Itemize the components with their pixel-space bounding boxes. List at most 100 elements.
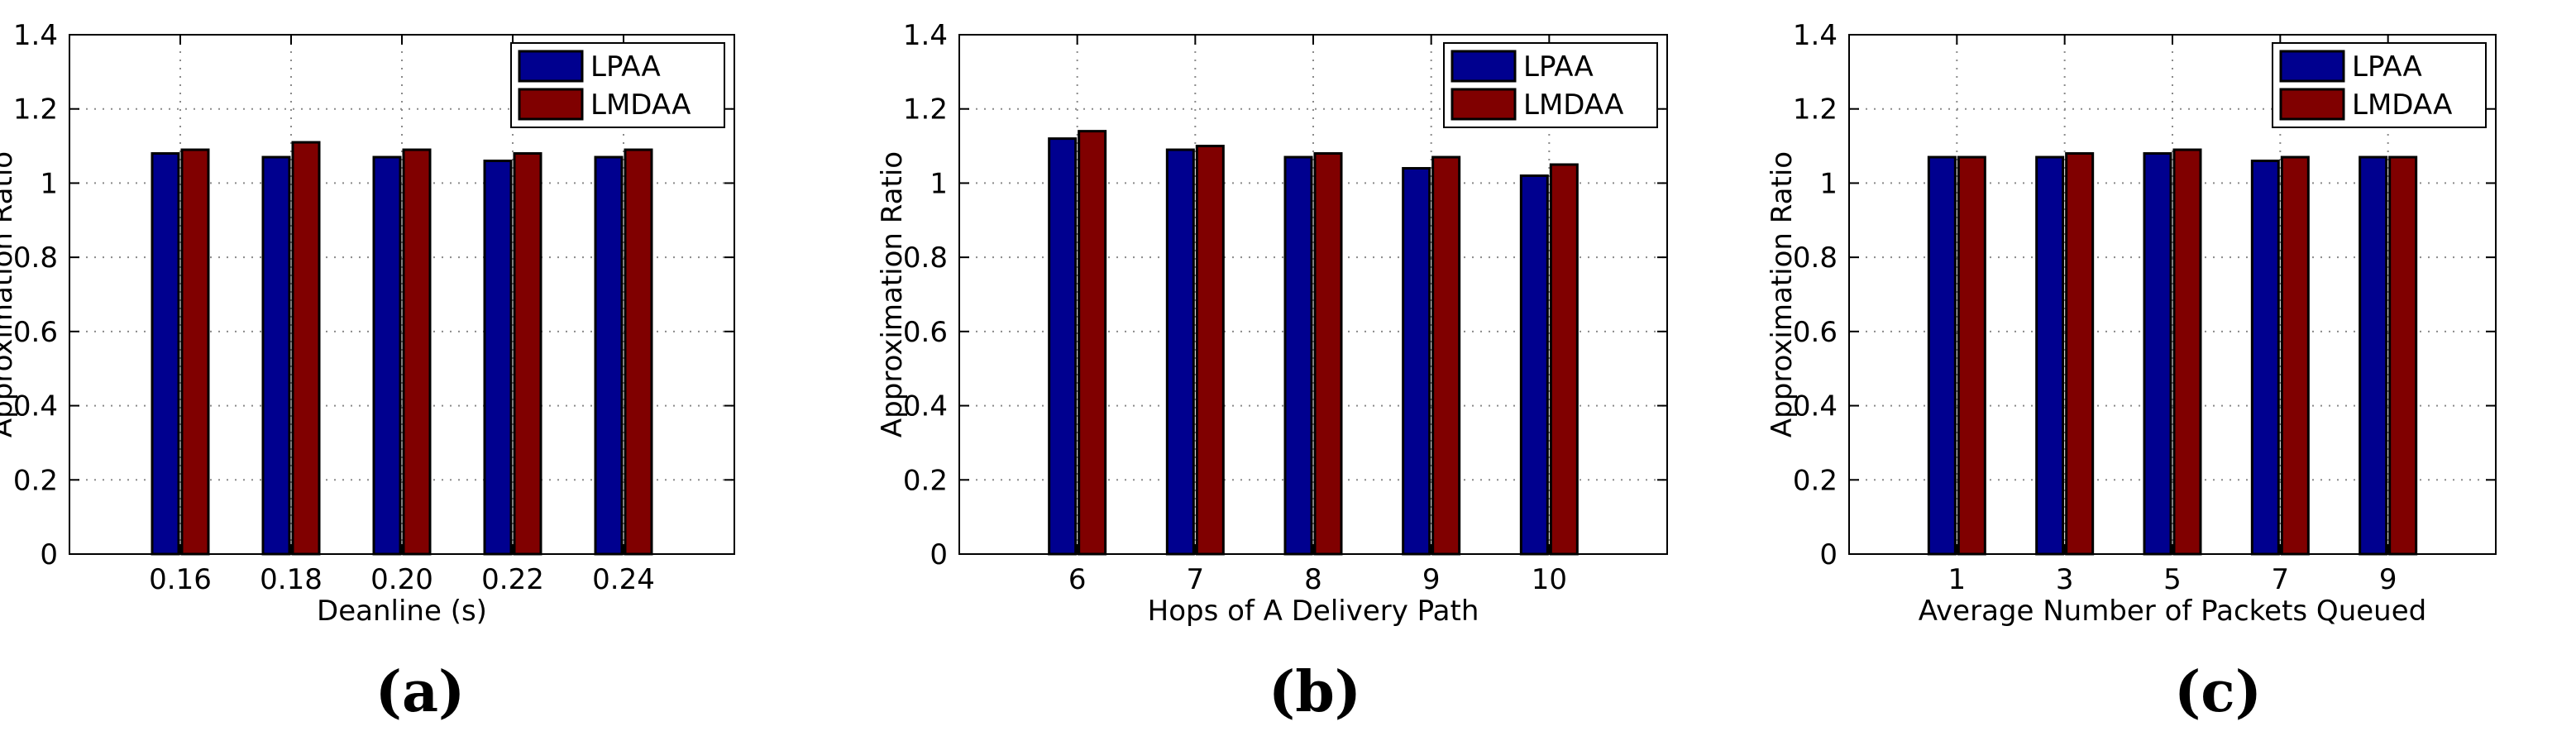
y-tick-label: 0.4 — [13, 390, 58, 423]
bar-lpaa-0.18 — [261, 155, 291, 556]
legend: LPAA LMDAA — [510, 42, 725, 128]
bar-lpaa-0.22 — [483, 160, 513, 556]
chart-panel-1: 0 0.2 0.4 0.6 0.8 1 1.2 1.4 0.16 0.18 0.20 0.22 0.24… — [0, 19, 735, 725]
y-tick-label: 0 — [930, 538, 948, 571]
x-tick-label: 3 — [2056, 563, 2074, 596]
bar-lpaa-5 — [2143, 152, 2172, 556]
y-tick-label: 1.2 — [1793, 93, 1838, 127]
y-tick-label: 1.4 — [1793, 19, 1838, 52]
chart-panel-2: 0 0.2 0.4 0.6 0.8 1 1.2 1.4 6 7 8 9 10 Hops of A Deli… — [876, 19, 1668, 725]
y-tick-label: 0.8 — [13, 241, 58, 275]
y-tick-label: 0.2 — [13, 464, 58, 497]
bar-lpaa-0.20 — [372, 155, 402, 556]
bar-lpaa-0.24 — [594, 155, 624, 556]
y-tick-label: 0.2 — [1793, 464, 1838, 497]
y-axis: 0 0.2 0.4 0.6 0.8 1 1.2 1.4 — [903, 19, 1667, 571]
bar-lmdaa-7 — [2280, 155, 2310, 556]
series-lpaa — [1048, 137, 1549, 556]
legend: LPAA LMDAA — [2272, 42, 2487, 128]
bar-lpaa-7 — [1165, 148, 1195, 556]
legend-swatch-lpaa — [2279, 50, 2345, 83]
bar-lpaa-6 — [1048, 137, 1078, 556]
y-tick-label: 0.6 — [1793, 316, 1838, 349]
bar-lmdaa-1 — [1957, 155, 1986, 556]
bar-lmdaa-0.18 — [291, 141, 321, 556]
x-tick-label: 0.24 — [592, 563, 655, 596]
bar-lmdaa-8 — [1313, 152, 1343, 556]
legend-label-lpaa: LPAA — [1523, 50, 1594, 84]
panel-label: (b) — [1269, 659, 1361, 725]
panel-label: (a) — [375, 659, 465, 725]
y-tick-label: 1 — [1819, 167, 1838, 200]
bar-lpaa-3 — [2035, 155, 2065, 556]
y-tick-label: 0 — [40, 538, 58, 571]
x-axis-label: Deanline (s) — [317, 595, 487, 628]
legend-label-lmdaa: LMDAA — [2352, 88, 2452, 122]
x-tick-label: 0.20 — [370, 563, 433, 596]
x-tick-label: 6 — [1068, 563, 1087, 596]
y-axis: 0 0.2 0.4 0.6 0.8 1 1.2 1.4 — [13, 19, 734, 571]
x-tick-label: 9 — [1422, 563, 1441, 596]
bar-lmdaa-0.16 — [180, 148, 210, 556]
y-tick-label: 0.4 — [903, 390, 948, 423]
legend-label-lmdaa: LMDAA — [1523, 88, 1623, 122]
x-tick-label: 5 — [2163, 563, 2182, 596]
y-axis-label: Approximation Ratio — [0, 151, 19, 437]
y-tick-label: 1.2 — [13, 93, 58, 127]
x-tick-label: 0.16 — [149, 563, 212, 596]
bar-lmdaa-0.22 — [513, 152, 542, 556]
bar-lpaa-9 — [1402, 166, 1431, 556]
x-tick-label: 7 — [1187, 563, 1205, 596]
legend-label-lmdaa: LMDAA — [590, 88, 691, 122]
legend: LPAA LMDAA — [1443, 42, 1658, 128]
x-axis: 0.16 0.18 0.20 0.22 0.24 — [149, 35, 655, 596]
x-axis-label: Average Number of Packets Queued — [1919, 595, 2426, 628]
y-tick-label: 0 — [1819, 538, 1838, 571]
bar-lpaa-9 — [2359, 155, 2388, 556]
bar-lpaa-1 — [1927, 155, 1957, 556]
bar-lmdaa-9 — [2388, 155, 2418, 556]
bar-lmdaa-6 — [1078, 130, 1107, 556]
bar-lpaa-10 — [1519, 174, 1549, 556]
bar-lmdaa-7 — [1195, 145, 1225, 556]
bar-lmdaa-0.20 — [402, 148, 432, 556]
y-tick-label: 1.4 — [903, 19, 948, 52]
x-tick-label: 7 — [2272, 563, 2290, 596]
x-tick-label: 0.18 — [260, 563, 323, 596]
legend-swatch-lmdaa — [1450, 88, 1517, 121]
bar-lpaa-7 — [2250, 160, 2280, 556]
y-tick-label: 0.6 — [13, 316, 58, 349]
y-tick-label: 1.2 — [903, 93, 948, 127]
bar-lpaa-8 — [1283, 155, 1313, 556]
series-lpaa — [1927, 152, 2388, 556]
x-tick-label: 8 — [1304, 563, 1322, 596]
y-tick-label: 1.4 — [13, 19, 58, 52]
y-tick-label: 0.2 — [903, 464, 948, 497]
legend-label-lpaa: LPAA — [590, 50, 661, 84]
x-axis-label: Hops of A Delivery Path — [1148, 595, 1479, 628]
bar-lmdaa-9 — [1431, 155, 1461, 556]
bar-lmdaa-5 — [2172, 148, 2202, 556]
legend-swatch-lpaa — [518, 50, 584, 83]
x-tick-label: 9 — [2379, 563, 2397, 596]
legend-swatch-lmdaa — [518, 88, 584, 121]
legend-swatch-lmdaa — [2279, 88, 2345, 121]
x-tick-label: 10 — [1532, 563, 1567, 596]
series-lmdaa — [1957, 148, 2418, 556]
y-tick-label: 1 — [930, 167, 948, 200]
x-tick-label: 0.22 — [481, 563, 544, 596]
series-lmdaa — [180, 141, 653, 556]
x-axis: 1 3 5 7 9 — [1948, 35, 2397, 596]
x-axis: 6 7 8 9 10 — [1068, 35, 1567, 596]
y-tick-label: 0.4 — [1793, 390, 1838, 423]
y-axis-label: Approximation Ratio — [1766, 151, 1799, 437]
bar-lmdaa-0.24 — [624, 148, 653, 556]
y-tick-label: 1 — [40, 167, 58, 200]
y-axis: 0 0.2 0.4 0.6 0.8 1 1.2 1.4 — [1793, 19, 2496, 571]
y-tick-label: 0.8 — [903, 241, 948, 275]
y-tick-label: 0.6 — [903, 316, 948, 349]
y-tick-label: 0.8 — [1793, 241, 1838, 275]
x-tick-label: 1 — [1948, 563, 1967, 596]
